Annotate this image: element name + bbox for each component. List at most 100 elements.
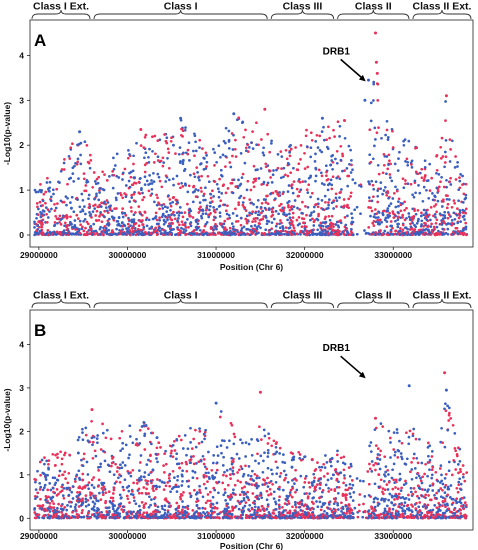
data-point [430, 513, 433, 517]
data-point [441, 213, 445, 217]
data-point [396, 225, 400, 229]
data-point [86, 160, 90, 164]
data-point [255, 229, 258, 233]
data-point [453, 511, 457, 515]
data-point [320, 465, 324, 469]
data-point [397, 222, 400, 226]
data-point [415, 476, 418, 480]
data-point [374, 60, 378, 64]
data-point [341, 230, 344, 234]
data-point [440, 223, 444, 226]
data-point [172, 210, 175, 214]
data-point [441, 511, 445, 515]
data-point [163, 515, 167, 519]
data-point [399, 209, 403, 213]
data-point [396, 497, 399, 501]
data-point [33, 220, 36, 224]
data-point [426, 441, 430, 445]
data-point [388, 233, 392, 236]
data-point [387, 214, 391, 218]
data-point [193, 516, 197, 520]
data-point [390, 224, 394, 228]
data-point [379, 181, 383, 184]
data-point [71, 226, 75, 229]
data-point [59, 450, 62, 454]
data-point [342, 468, 346, 472]
data-point [187, 512, 190, 516]
data-point [171, 196, 175, 199]
data-point [388, 492, 392, 496]
data-point [207, 215, 211, 219]
data-point [162, 219, 166, 223]
data-point [418, 513, 422, 517]
data-point [224, 230, 228, 234]
data-point [217, 491, 220, 495]
data-point [87, 206, 91, 209]
data-point [155, 233, 159, 236]
data-point [81, 464, 85, 468]
data-point [305, 512, 308, 515]
data-point [266, 194, 269, 198]
data-point [191, 516, 194, 519]
data-point [256, 198, 260, 202]
data-point [147, 155, 150, 159]
data-point [312, 210, 316, 213]
data-point [88, 202, 91, 206]
data-point [254, 220, 257, 223]
data-point [343, 119, 346, 122]
data-point [445, 206, 449, 210]
data-point [440, 136, 444, 140]
data-point [321, 513, 325, 517]
data-point [343, 169, 346, 172]
data-point [75, 213, 79, 217]
data-point [304, 134, 308, 138]
data-point [345, 205, 349, 209]
data-point [299, 158, 302, 161]
data-point [447, 413, 451, 417]
data-point [305, 233, 309, 236]
data-point [84, 426, 88, 430]
data-point [201, 147, 204, 150]
data-point [220, 451, 223, 455]
data-point [398, 233, 402, 237]
data-point [236, 186, 240, 190]
data-point [278, 191, 281, 194]
data-point [244, 149, 248, 153]
data-point [189, 221, 193, 224]
data-point [191, 216, 195, 219]
data-point [340, 510, 343, 513]
data-point [99, 462, 103, 466]
data-point [61, 513, 65, 517]
data-point [202, 233, 205, 237]
data-point [78, 219, 82, 223]
data-point [227, 140, 231, 143]
data-point [324, 483, 328, 487]
data-point [52, 490, 55, 494]
data-point [296, 501, 300, 505]
data-point [462, 472, 465, 476]
data-point [293, 199, 297, 202]
data-point [166, 224, 170, 228]
data-point [142, 228, 145, 231]
data-point [310, 228, 314, 232]
data-point [384, 497, 387, 501]
data-point [253, 224, 257, 227]
data-point [383, 499, 386, 503]
data-point [229, 181, 233, 185]
data-point [207, 511, 210, 515]
data-point [232, 442, 236, 446]
data-point [96, 434, 99, 437]
data-point [60, 462, 64, 466]
data-point [186, 190, 190, 194]
data-point [42, 210, 46, 213]
data-point [290, 230, 294, 234]
data-point [334, 196, 338, 200]
data-point [441, 198, 445, 202]
data-point [248, 198, 252, 201]
data-point [415, 230, 418, 234]
data-point [36, 504, 40, 508]
data-point [181, 505, 185, 509]
data-point [274, 224, 278, 228]
region-label: Class I Ext. [33, 1, 89, 13]
data-point [85, 181, 88, 184]
